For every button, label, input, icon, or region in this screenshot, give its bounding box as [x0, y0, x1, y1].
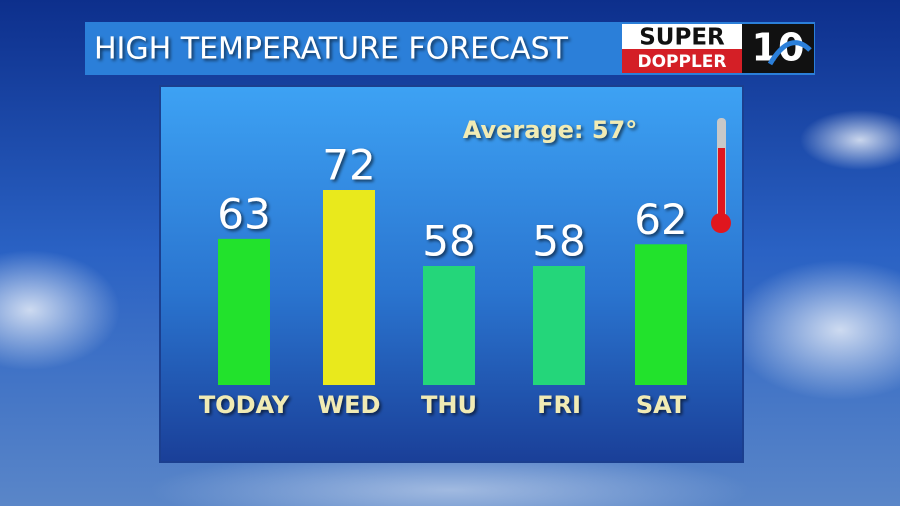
bar [218, 238, 270, 385]
average-label: Average: 57° [463, 116, 637, 144]
x-tick-label: THU [421, 391, 477, 419]
value-label: 58 [422, 217, 475, 266]
thermometer-bulb [711, 213, 731, 233]
x-tick-label: WED [318, 391, 381, 419]
chart-title: HIGH TEMPERATURE FORECAST [94, 32, 569, 67]
logo-wave [767, 40, 812, 66]
bar [423, 266, 475, 385]
bar [533, 266, 585, 385]
x-tick-label: TODAY [199, 391, 290, 419]
x-tick-label: FRI [537, 391, 581, 419]
cloud [150, 450, 750, 510]
logo-number-box [742, 24, 814, 73]
logo-number: 10 [752, 26, 805, 70]
value-label: 62 [634, 195, 687, 244]
value-label: 72 [322, 141, 375, 190]
logo-top-box [622, 24, 742, 49]
logo-top: SUPER [639, 25, 725, 51]
bar [635, 244, 687, 385]
bars: 63 TODAY 72 WED 58 THU 58 FRI 62 SAT [199, 141, 688, 420]
value-label: 58 [532, 217, 585, 266]
bar [323, 190, 375, 385]
cloud [0, 250, 120, 370]
cloud [730, 260, 900, 400]
cloud [800, 110, 900, 170]
thermometer-mercury [718, 148, 725, 220]
value-label: 63 [217, 189, 270, 238]
logo-bottom: DOPPLER [637, 52, 726, 72]
x-tick-label: SAT [636, 391, 687, 419]
logo-bottom-box [622, 49, 742, 73]
